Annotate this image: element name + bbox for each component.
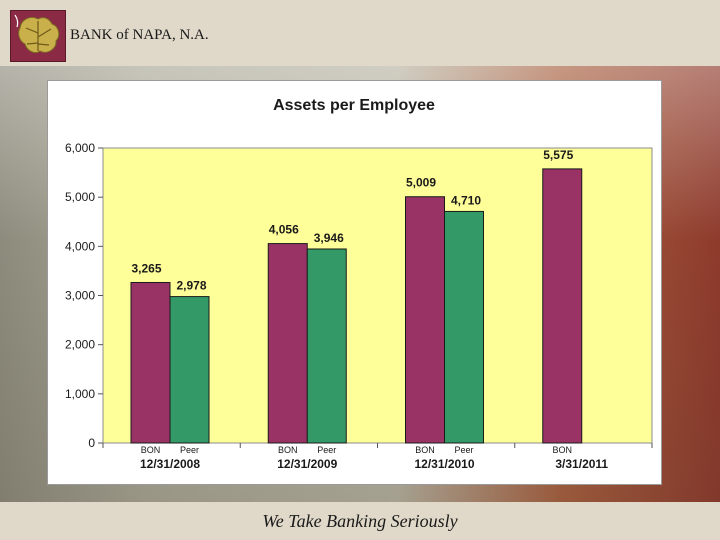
category-label: 12/31/2008	[140, 457, 200, 471]
bar-peer-12-31-2009	[306, 248, 347, 444]
series-label: BON	[141, 445, 161, 455]
series-label: Peer	[180, 445, 199, 455]
bar-peer-12-31-2008	[169, 296, 210, 444]
y-tick-label: 5,000	[65, 190, 95, 204]
data-label: 5,009	[406, 176, 436, 190]
y-tick-label: 2,000	[65, 338, 95, 352]
slide-footer: We Take Banking Seriously	[0, 502, 720, 540]
data-label: 2,978	[176, 279, 206, 293]
y-tick-label: 3,000	[65, 289, 95, 303]
category-label: 12/31/2009	[277, 457, 337, 471]
data-label: 3,265	[131, 261, 161, 275]
series-label: BON	[415, 445, 435, 455]
bank-logo	[10, 10, 66, 62]
bar-bon-12-31-2008	[130, 281, 171, 444]
data-label: 3,946	[314, 231, 344, 245]
series-label: Peer	[317, 445, 336, 455]
bar-bon-3-31-2011	[542, 168, 583, 444]
y-tick-label: 1,000	[65, 387, 95, 401]
tagline: We Take Banking Seriously	[262, 511, 458, 531]
bar-bon-12-31-2009	[267, 243, 308, 444]
slide-header: BANK of NAPA, N.A.	[0, 0, 720, 66]
y-tick-label: 4,000	[65, 239, 95, 253]
data-label: 5,575	[543, 148, 573, 162]
series-label: BON	[278, 445, 298, 455]
chart-panel: Assets per Employee 0 1,000 2,000 3,000 4,000…	[47, 80, 662, 485]
y-tick-label: 0	[88, 436, 95, 450]
bar-peer-12-31-2010	[444, 210, 484, 444]
bank-name: BANK of NAPA, N.A.	[70, 27, 209, 43]
series-label: Peer	[454, 445, 473, 455]
y-tick-label: 6,000	[65, 141, 95, 155]
data-label: 4,056	[269, 223, 299, 237]
category-label: 3/31/2011	[555, 457, 608, 471]
data-label: 4,710	[451, 193, 481, 207]
chart-title: Assets per Employee	[273, 97, 435, 114]
grape-leaf-icon	[14, 14, 60, 54]
bar-bon-12-31-2010	[405, 196, 445, 444]
assets-per-employee-chart: Assets per Employee 0 1,000 2,000 3,000 4,000…	[65, 97, 653, 471]
category-label: 12/31/2010	[414, 457, 474, 471]
series-label: BON	[552, 445, 572, 455]
